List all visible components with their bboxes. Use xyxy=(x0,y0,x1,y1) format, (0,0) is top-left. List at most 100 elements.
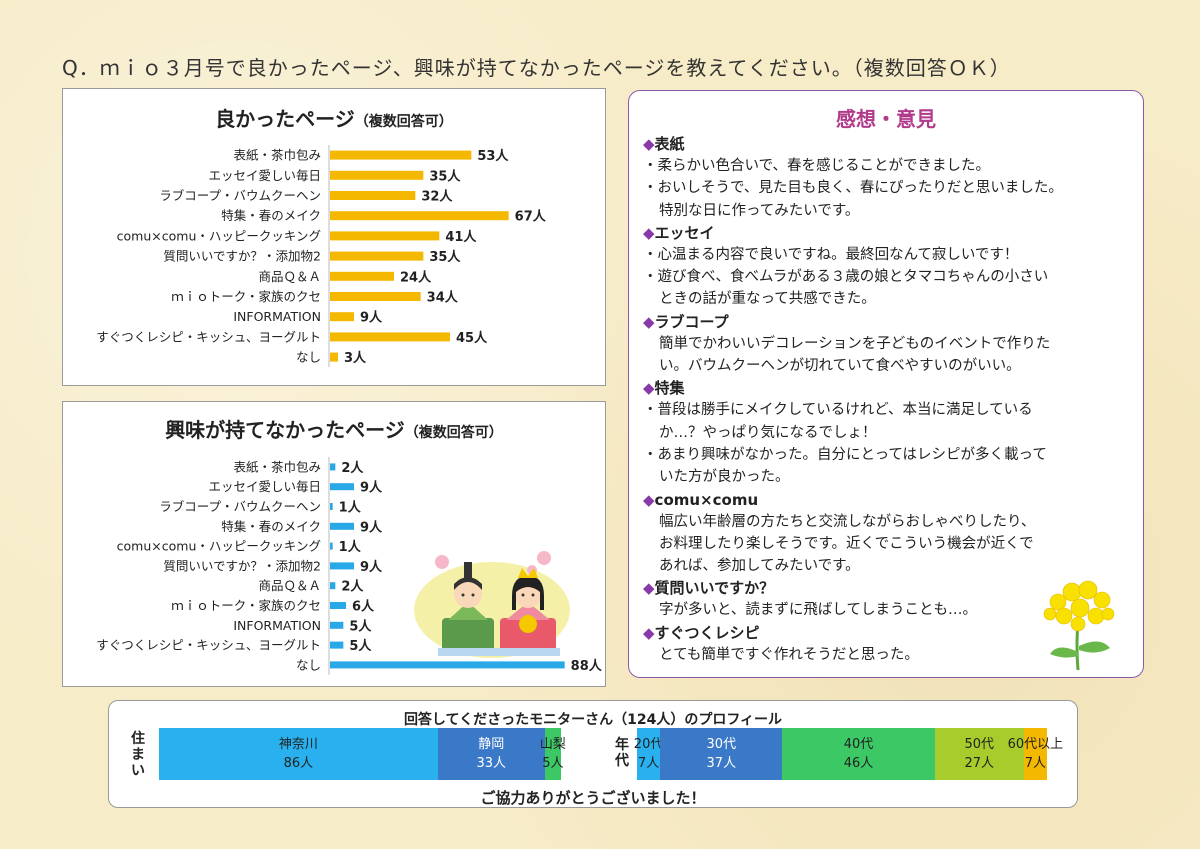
segment-name: 静岡 xyxy=(478,737,505,752)
data-label: 6人 xyxy=(352,599,375,615)
segment-value: 37人 xyxy=(706,756,737,771)
comment-section-title: エッセイ xyxy=(654,223,715,242)
category-label: ｍｉｏトーク・家族のクセ xyxy=(171,289,321,304)
comment-line: あれば、参加してみたいです。 xyxy=(659,558,860,575)
comment-section-head: ◆表紙 xyxy=(643,133,1133,155)
bar xyxy=(330,191,416,200)
segment-name: 20代 xyxy=(633,737,664,752)
profile-segment: 山梨 5人 xyxy=(540,728,566,780)
comment-line: いた方が良かった。 xyxy=(659,469,790,486)
segment-name: 神奈川 xyxy=(278,737,318,752)
comments-panel: 感想・意見 ◆表紙 ・柔らかい色合いで、春を感じることができました。 ・おいしそうで… xyxy=(628,90,1144,678)
data-label: 32人 xyxy=(421,189,453,205)
category-label: 商品Ｑ＆Ａ xyxy=(258,269,321,284)
comment-section-head: ◆comu×comu xyxy=(643,489,1133,511)
data-label: 41人 xyxy=(445,229,477,245)
comment-section-head: ◆すぐつくレシピ xyxy=(643,622,1133,644)
category-label: すぐつくレシピ・キッシュ、ヨーグルト xyxy=(96,329,321,344)
segment-value: 7人 xyxy=(637,756,660,771)
comment-section-head: ◆特集 xyxy=(643,377,1133,399)
bar xyxy=(330,562,354,570)
hina-dolls-illustration xyxy=(414,551,570,658)
comment-section-title: 質問いいですか？ xyxy=(654,579,775,598)
bad-chart-title-text: 興味が持てなかったページ xyxy=(165,418,405,442)
comment-line: ・遊び食べ、食べムラがある３歳の娘とタマコちゃんの小さい xyxy=(643,269,1049,286)
category-label: 特集・春のメイク xyxy=(221,519,321,534)
category-label: comu×comu・ハッピークッキング xyxy=(117,539,321,554)
bar xyxy=(330,542,333,550)
profile-segment: 40代 46人 xyxy=(782,728,935,780)
respondent-profile-panel: 回答してくださったモニターさん（124人）のプロフィール 住まい 年代 神奈川 8… xyxy=(108,700,1078,808)
comment-line: とても簡単ですぐ作れそうだと思った。 xyxy=(659,646,919,663)
comment-line: ・あまり興味がなかった。自分にとってはレシピが多く載って xyxy=(643,446,1047,463)
segment-name: 60代以上 xyxy=(1007,737,1064,752)
data-label: 5人 xyxy=(349,638,372,654)
comment-line: 幅広い年齢層の方たちと交流しながらおしゃべりしたり、 xyxy=(659,513,1036,530)
segment-value: 86人 xyxy=(283,756,314,771)
comment-line: 特別な日に作ってみたいです。 xyxy=(659,202,860,219)
data-label: 88人 xyxy=(571,658,603,674)
category-label: ラブコープ・バウムクーヘン xyxy=(159,499,321,514)
profile-segment: 静岡 33人 xyxy=(437,728,545,780)
data-label: 1人 xyxy=(339,500,362,516)
comment-line: ときの話が重なって共感できた。 xyxy=(659,291,876,308)
profile-segment: 30代 37人 xyxy=(660,728,783,780)
comment-line: ・心温まる内容で良いですね。最終回なんて寂しいです！ xyxy=(643,246,1019,263)
comment-line: か…？やっぱり気になるでしょ！ xyxy=(659,424,877,441)
bar xyxy=(330,170,424,180)
bullet-diamond-icon: ◆ xyxy=(643,312,655,331)
segment-name: 50代 xyxy=(964,737,994,752)
data-label: 9人 xyxy=(360,480,383,496)
profile-segment: 神奈川 86人 xyxy=(159,728,438,780)
comment-section-title: 特集 xyxy=(654,379,685,398)
data-label: 34人 xyxy=(427,290,459,306)
data-label: 9人 xyxy=(360,519,383,535)
bullet-diamond-icon: ◆ xyxy=(643,579,655,598)
good-chart-subtitle: （複数回答可） xyxy=(354,114,453,130)
bullet-diamond-icon: ◆ xyxy=(643,223,655,242)
bar xyxy=(330,661,565,669)
segment-name: 40代 xyxy=(843,737,874,752)
bullet-diamond-icon: ◆ xyxy=(643,135,655,153)
data-label: 45人 xyxy=(456,330,488,346)
data-label: 9人 xyxy=(360,559,383,575)
good-chart-title-text: 良かったページ xyxy=(215,107,355,131)
bar xyxy=(330,352,338,362)
bar xyxy=(330,231,440,241)
category-label: なし xyxy=(296,657,321,672)
profile-title: 回答してくださったモニターさん（124人）のプロフィール xyxy=(403,712,783,728)
comment-line: ・普段は勝手にメイクしているけれど、本当に満足している xyxy=(643,402,1033,419)
bar xyxy=(330,292,421,301)
category-label: 表紙・茶巾包み xyxy=(233,148,321,163)
bar xyxy=(330,332,450,342)
data-label: 9人 xyxy=(360,310,383,326)
data-label: 53人 xyxy=(477,148,509,164)
data-label: 35人 xyxy=(429,249,461,265)
category-label: ｍｉｏトーク・家族のクセ xyxy=(171,598,321,613)
comment-section-head: ◆エッセイ xyxy=(643,222,1133,244)
comment-section-title: 表紙 xyxy=(654,135,685,153)
good-pages-chart: 良かったページ（複数回答可） 表紙・茶巾包み 53人 エッセイ愛しい毎日 35人 ラブコ… xyxy=(62,88,606,386)
segment-value: 5人 xyxy=(542,756,564,771)
category-label: INFORMATION xyxy=(233,309,321,324)
category-label: 商品Ｑ＆Ａ xyxy=(258,578,321,593)
bar xyxy=(330,483,354,491)
bullet-diamond-icon: ◆ xyxy=(643,379,655,398)
category-label: 質問いいですか？・添加物2 xyxy=(163,249,321,264)
data-label: 35人 xyxy=(429,168,461,184)
category-label: エッセイ愛しい毎日 xyxy=(208,479,321,494)
residence-label: 住まい xyxy=(131,731,145,779)
bar xyxy=(330,522,354,530)
bad-chart-title: 興味が持てなかったページ（複数回答可） xyxy=(63,414,605,443)
bar xyxy=(330,641,344,649)
profile-segment: 20代 7人 xyxy=(634,728,663,780)
category-label: なし xyxy=(296,350,321,365)
bad-chart-subtitle: （複数回答可） xyxy=(404,425,503,441)
segment-value: 7人 xyxy=(1024,756,1047,771)
bar xyxy=(330,463,336,471)
segment-name: 山梨 xyxy=(539,737,566,752)
comments-title: 感想・意見 xyxy=(836,107,936,131)
bullet-diamond-icon: ◆ xyxy=(643,623,655,642)
data-label: 1人 xyxy=(339,539,362,555)
